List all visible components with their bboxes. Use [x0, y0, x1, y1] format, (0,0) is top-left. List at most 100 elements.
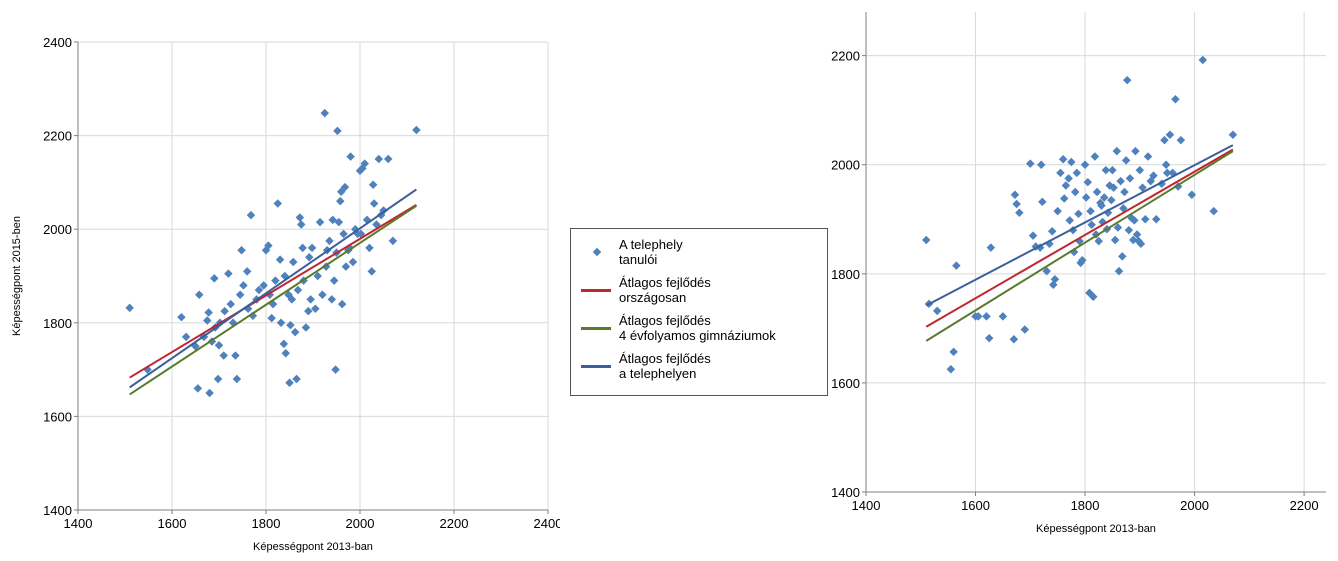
legend-label-site: Átlagos fejlődés a telephelyen [619, 351, 711, 381]
data-point [986, 243, 996, 252]
data-point [334, 217, 344, 227]
data-point [292, 374, 301, 384]
data-point [1120, 187, 1129, 197]
data-point [1122, 75, 1132, 85]
data-point [301, 323, 311, 332]
data-point [1059, 194, 1069, 203]
data-point [1161, 160, 1171, 169]
y-tick-label: 1600 [43, 409, 72, 424]
legend-label-students: A telephely tanulói [619, 237, 683, 267]
data-point [289, 257, 298, 267]
data-point [1042, 266, 1051, 276]
scatter-chart-left: 1400 1600 1800 2000 2200 2400 1400 1600 1800 2000… [11, 35, 560, 553]
data-point [1086, 206, 1095, 216]
data-point [318, 290, 327, 299]
data-point [1107, 195, 1116, 205]
legend-label-gymnasium: Átlagos fejlődés 4 évfolyamos gimnáziumo… [619, 313, 776, 343]
data-point [307, 243, 317, 253]
x-tick-label: 2000 [346, 516, 375, 531]
data-point [285, 378, 294, 387]
data-point [242, 267, 252, 276]
data-point [1028, 231, 1038, 240]
data-point [1128, 235, 1138, 245]
x-tick-label: 2400 [534, 516, 560, 531]
data-point [336, 196, 345, 206]
x-tick-label: 2200 [1290, 498, 1319, 513]
legend-label-national: Átlagos fejlődés országosan [619, 275, 711, 305]
data-point [1065, 216, 1074, 225]
y-tick-label: 2200 [43, 129, 72, 144]
data-point [237, 246, 246, 255]
data-point [271, 276, 280, 285]
green-line-icon [581, 327, 611, 330]
data-point [412, 125, 421, 135]
data-point [224, 269, 233, 278]
data-point [1151, 215, 1161, 224]
data-point [1162, 168, 1172, 178]
data-point [327, 295, 337, 304]
data-point [1080, 160, 1090, 169]
x-tick-label: 1400 [64, 516, 93, 531]
data-point [1108, 165, 1117, 175]
data-point [195, 290, 204, 299]
data-point [276, 318, 286, 328]
data-point [177, 312, 186, 322]
data-point [239, 281, 248, 290]
data-point [1125, 174, 1135, 183]
y-axis-title: Képességpont 2015-ben [11, 216, 23, 336]
data-point [1118, 252, 1127, 261]
data-point [297, 220, 306, 229]
data-point [226, 299, 235, 309]
y-tick-label: 1600 [831, 376, 860, 391]
y-tick-label: 2200 [831, 49, 860, 64]
data-point [1121, 156, 1131, 165]
data-point [368, 180, 378, 189]
data-point [1009, 335, 1019, 344]
data-point [932, 306, 942, 316]
data-point [1081, 193, 1091, 202]
data-point [383, 154, 393, 164]
data-point [1072, 168, 1082, 178]
data-point [1124, 225, 1134, 235]
data-point [315, 217, 325, 227]
data-point [982, 312, 991, 321]
data-point [220, 306, 229, 316]
data-point [1110, 235, 1120, 245]
y-tick-label: 2000 [43, 222, 72, 237]
data-point [1012, 199, 1021, 209]
trend-line-gymnasium [925, 150, 1234, 342]
data-point [235, 290, 245, 299]
data-point [974, 312, 983, 321]
data-point [205, 388, 214, 398]
data-point [369, 199, 379, 208]
data-point [1064, 174, 1073, 183]
chart-legend: A telephely tanulói Átlagos fejlődés ors… [570, 228, 828, 396]
data-point [1058, 155, 1068, 164]
data-point [1228, 130, 1238, 139]
y-tick-label: 2000 [831, 158, 860, 173]
data-point [1036, 160, 1046, 169]
data-point [219, 351, 228, 360]
data-point [193, 384, 203, 393]
x-tick-label: 1600 [158, 516, 187, 531]
data-point [346, 152, 355, 161]
data-point [1083, 177, 1093, 187]
data-point [203, 316, 212, 325]
data-point [1070, 187, 1080, 197]
y-tick-label: 1800 [43, 316, 72, 331]
data-point [921, 235, 931, 245]
trend-line-national [925, 148, 1234, 328]
data-point [290, 327, 300, 337]
data-point [287, 295, 297, 304]
scatter-chart-right: 1400 1600 1800 2000 2200 1400 1600 1800 2000 2200… [831, 12, 1326, 535]
x-tick-label: 2000 [1180, 498, 1209, 513]
data-point [286, 320, 295, 330]
data-point [1074, 209, 1083, 219]
data-point [311, 304, 320, 314]
data-point [348, 257, 358, 267]
data-point [1015, 208, 1024, 217]
data-point [264, 241, 273, 250]
data-point [1160, 135, 1169, 145]
data-point [1143, 152, 1153, 161]
data-point [367, 267, 376, 276]
